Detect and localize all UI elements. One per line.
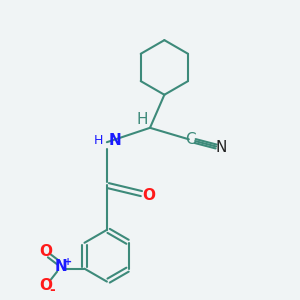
Text: -: -: [49, 283, 55, 297]
Text: O: O: [39, 278, 52, 293]
Text: C: C: [184, 132, 195, 147]
Text: N: N: [108, 133, 121, 148]
Text: N: N: [215, 140, 227, 154]
Text: N: N: [55, 259, 68, 274]
Text: H: H: [136, 112, 148, 127]
Text: +: +: [64, 257, 72, 267]
Text: O: O: [142, 188, 155, 202]
Text: O: O: [39, 244, 52, 259]
Text: H: H: [94, 134, 104, 147]
